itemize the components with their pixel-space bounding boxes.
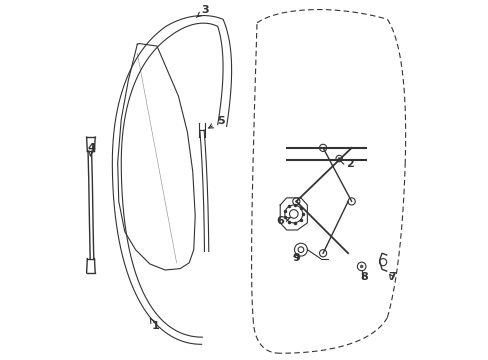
- Text: 1: 1: [150, 318, 159, 332]
- Text: 9: 9: [291, 252, 299, 262]
- Text: 3: 3: [196, 5, 208, 17]
- Text: 4: 4: [87, 143, 95, 156]
- Text: 8: 8: [360, 272, 367, 282]
- Text: 5: 5: [208, 116, 224, 128]
- Text: 2: 2: [340, 159, 353, 169]
- Text: 7: 7: [387, 272, 395, 282]
- Circle shape: [359, 265, 363, 268]
- Circle shape: [337, 157, 340, 160]
- Text: 6: 6: [276, 216, 289, 226]
